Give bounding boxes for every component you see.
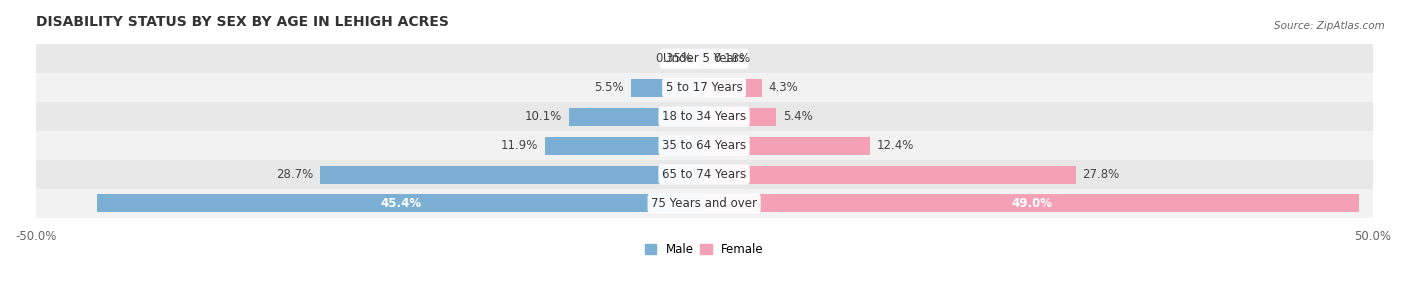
Bar — [35, 160, 1372, 189]
Bar — [321, 166, 704, 184]
Bar — [35, 131, 1372, 160]
Bar — [704, 166, 1076, 184]
Text: 11.9%: 11.9% — [501, 139, 538, 152]
Text: Source: ZipAtlas.com: Source: ZipAtlas.com — [1274, 21, 1385, 31]
Text: 12.4%: 12.4% — [876, 139, 914, 152]
Text: 28.7%: 28.7% — [277, 168, 314, 181]
Text: 10.1%: 10.1% — [526, 110, 562, 123]
Bar — [546, 136, 704, 154]
Text: 27.8%: 27.8% — [1083, 168, 1119, 181]
Text: 65 to 74 Years: 65 to 74 Years — [662, 168, 747, 181]
Bar — [704, 50, 706, 68]
Bar — [569, 108, 704, 126]
Bar — [704, 195, 1360, 212]
Bar — [699, 50, 704, 68]
Bar — [704, 136, 870, 154]
Bar — [704, 79, 762, 97]
Bar — [35, 189, 1372, 218]
Text: 18 to 34 Years: 18 to 34 Years — [662, 110, 747, 123]
Legend: Male, Female: Male, Female — [640, 238, 768, 261]
Bar — [704, 108, 776, 126]
Text: 45.4%: 45.4% — [380, 197, 422, 210]
Bar — [97, 195, 704, 212]
Bar — [630, 79, 704, 97]
Text: 5.4%: 5.4% — [783, 110, 813, 123]
Text: 5 to 17 Years: 5 to 17 Years — [665, 81, 742, 94]
Text: DISABILITY STATUS BY SEX BY AGE IN LEHIGH ACRES: DISABILITY STATUS BY SEX BY AGE IN LEHIG… — [35, 15, 449, 29]
Text: 5.5%: 5.5% — [595, 81, 624, 94]
Text: 4.3%: 4.3% — [768, 81, 799, 94]
Text: 0.18%: 0.18% — [713, 52, 751, 65]
Text: 0.35%: 0.35% — [655, 52, 693, 65]
Bar — [35, 73, 1372, 102]
Text: 75 Years and over: 75 Years and over — [651, 197, 756, 210]
Text: 35 to 64 Years: 35 to 64 Years — [662, 139, 747, 152]
Bar — [35, 44, 1372, 73]
Bar — [35, 102, 1372, 131]
Text: Under 5 Years: Under 5 Years — [664, 52, 745, 65]
Text: 49.0%: 49.0% — [1011, 197, 1052, 210]
